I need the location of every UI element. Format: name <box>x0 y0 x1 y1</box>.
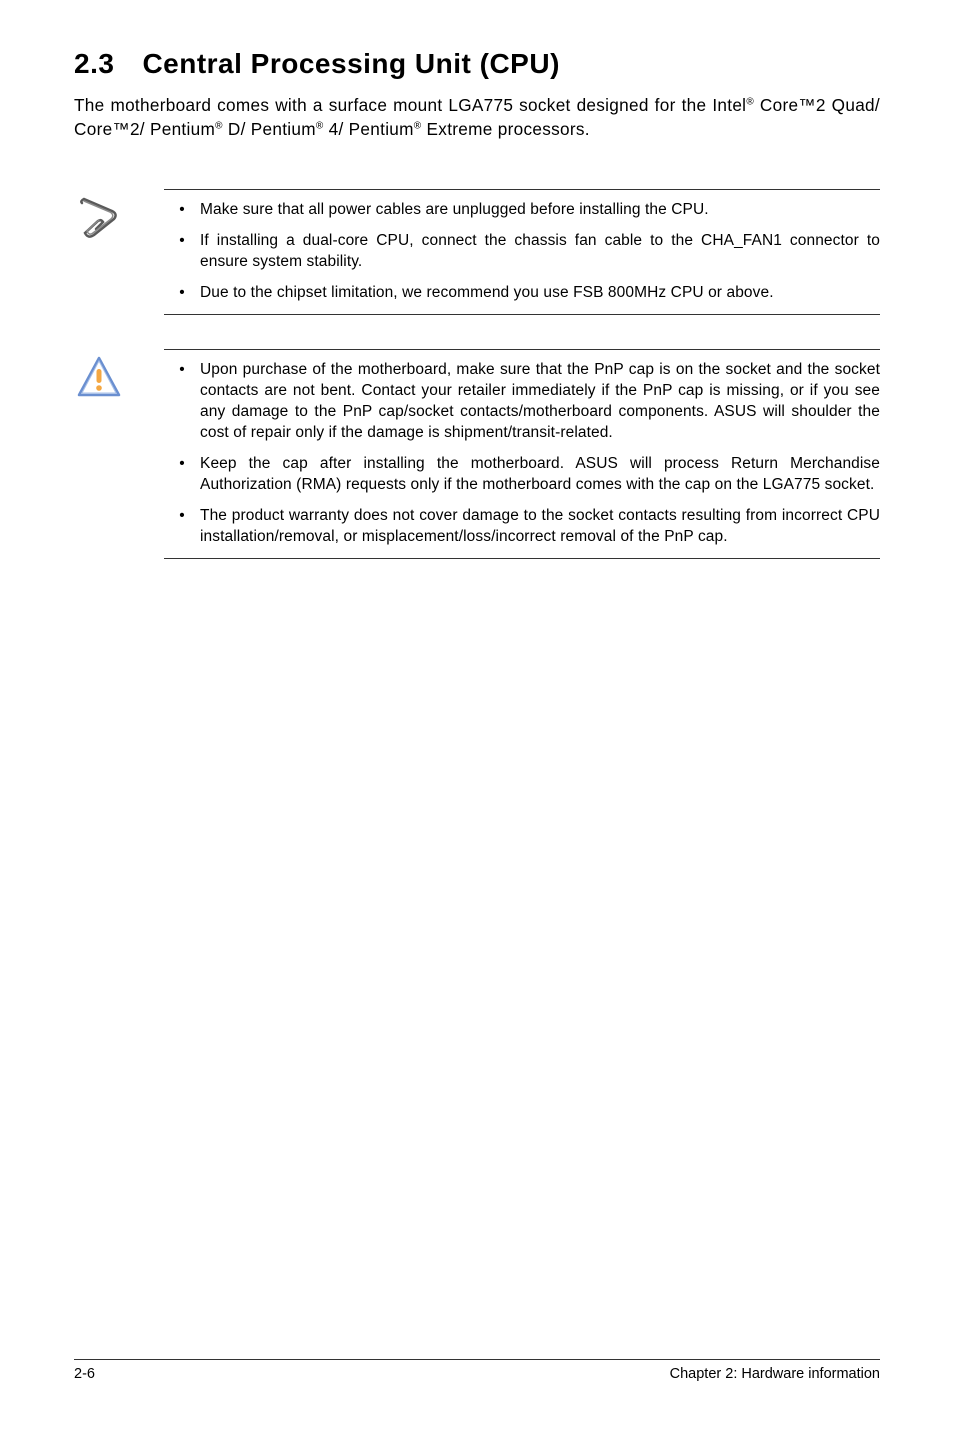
bullet-marker: • <box>164 360 200 444</box>
bullet-text: Upon purchase of the motherboard, make s… <box>200 360 880 444</box>
intro-part-1: ® <box>746 96 754 107</box>
bullet-marker: • <box>164 283 200 304</box>
note-paperclip-icon <box>74 189 164 315</box>
warning-content: • Upon purchase of the motherboard, make… <box>164 349 880 558</box>
page-footer: 2-6 Chapter 2: Hardware information <box>74 1359 880 1382</box>
bullet-marker: • <box>164 231 200 273</box>
list-item: • Keep the cap after installing the moth… <box>164 454 880 496</box>
list-item: • Upon purchase of the motherboard, make… <box>164 360 880 444</box>
list-item: • Make sure that all power cables are un… <box>164 200 880 221</box>
intro-part-0: The motherboard comes with a surface mou… <box>74 95 746 115</box>
note-content: • Make sure that all power cables are un… <box>164 189 880 315</box>
bullet-marker: • <box>164 454 200 496</box>
section-number: 2.3 <box>74 48 114 80</box>
intro-part-5: ® <box>316 120 324 131</box>
note-callout: • Make sure that all power cables are un… <box>74 189 880 315</box>
intro-part-8: Extreme processors. <box>421 119 589 139</box>
intro-part-4: D/ Pentium <box>223 119 316 139</box>
page-number: 2-6 <box>74 1366 95 1382</box>
warning-callout: • Upon purchase of the motherboard, make… <box>74 349 880 558</box>
section-title-text: Central Processing Unit (CPU) <box>142 48 559 79</box>
bullet-text: The product warranty does not cover dama… <box>200 506 880 548</box>
section-heading: 2.3 Central Processing Unit (CPU) <box>74 48 880 80</box>
list-item: • The product warranty does not cover da… <box>164 506 880 548</box>
warning-triangle-icon <box>74 349 164 558</box>
intro-part-6: 4/ Pentium <box>324 119 414 139</box>
intro-paragraph: The motherboard comes with a surface mou… <box>74 94 880 141</box>
bullet-text: Keep the cap after installing the mother… <box>200 454 880 496</box>
bullet-text: Make sure that all power cables are unpl… <box>200 200 880 221</box>
chapter-label: Chapter 2: Hardware information <box>670 1366 880 1382</box>
bullet-text: Due to the chipset limitation, we recomm… <box>200 283 880 304</box>
bullet-marker: • <box>164 200 200 221</box>
bullet-text: If installing a dual-core CPU, connect t… <box>200 231 880 273</box>
bullet-marker: • <box>164 506 200 548</box>
list-item: • If installing a dual-core CPU, connect… <box>164 231 880 273</box>
list-item: • Due to the chipset limitation, we reco… <box>164 283 880 304</box>
intro-part-3: ® <box>215 120 223 131</box>
